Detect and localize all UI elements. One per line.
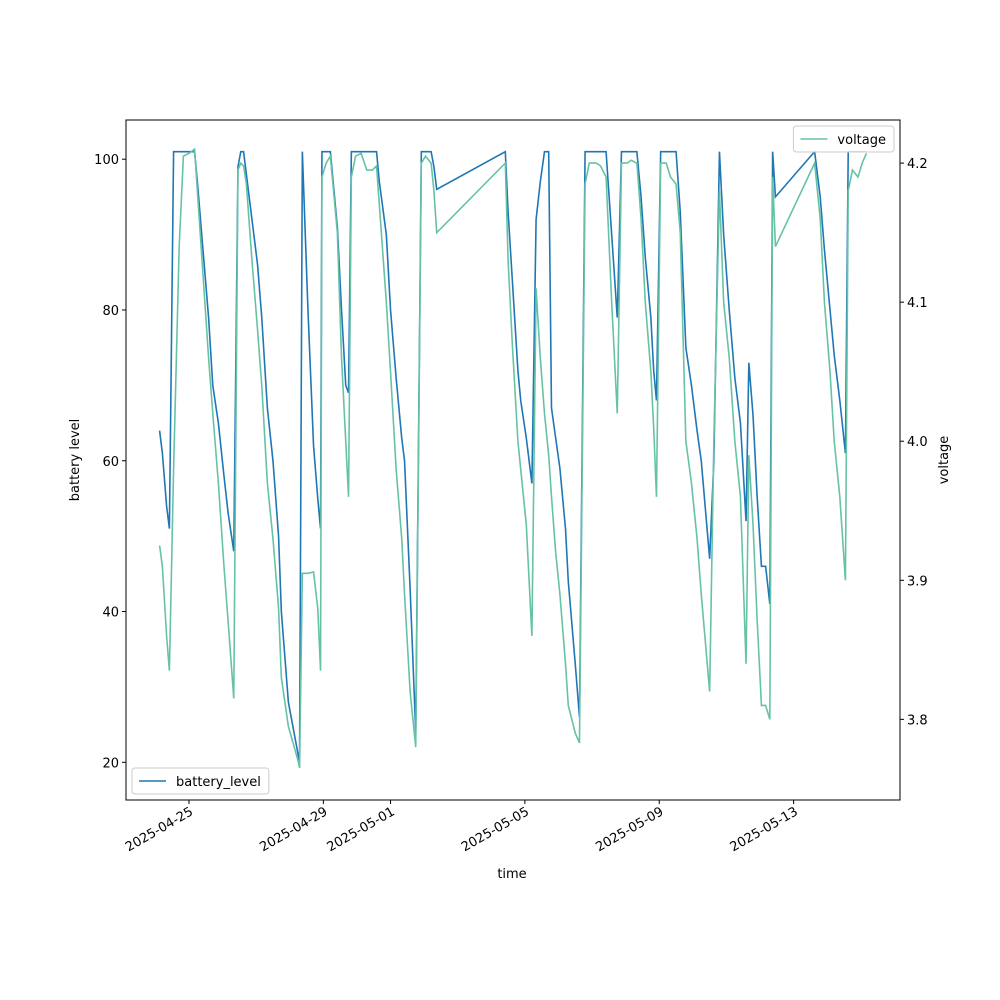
- series-line: [158, 147, 868, 769]
- y2-tick-label: 4.0: [907, 435, 928, 450]
- x-tick-label: 2025-05-13: [728, 804, 801, 855]
- x-tick-label: 2025-05-01: [325, 804, 398, 855]
- plot-frame: [125, 119, 901, 801]
- legend: battery_level: [131, 767, 270, 795]
- legend-label: voltage: [837, 133, 886, 148]
- x-tick-label: 2025-05-05: [459, 804, 532, 855]
- x-tick-label: 2025-05-09: [593, 804, 666, 855]
- legend-box: [131, 767, 270, 795]
- y-tick-label: 80: [102, 304, 119, 319]
- y-axis-label: battery level: [68, 419, 83, 502]
- series-line: [158, 149, 867, 763]
- y2-tick-label: 3.9: [907, 574, 928, 589]
- y2-tick-label: 3.8: [907, 713, 928, 728]
- y2-tick-label: 4.1: [907, 296, 928, 311]
- y-tick-label: 60: [102, 455, 119, 470]
- y-tick-label: 100: [94, 153, 119, 168]
- y-tick-label: 20: [102, 756, 119, 771]
- legend: voltage: [792, 125, 895, 153]
- y2-tick-label: 4.2: [907, 157, 928, 172]
- y-tick-label: 40: [102, 606, 119, 621]
- legend-box: [792, 125, 895, 153]
- legend-label: battery_level: [176, 775, 261, 790]
- x-tick-label: 2025-04-29: [257, 804, 330, 855]
- y2-axis-label: voltage: [937, 436, 952, 485]
- x-axis-label: time: [497, 867, 526, 882]
- x-tick-label: 2025-04-25: [123, 804, 196, 855]
